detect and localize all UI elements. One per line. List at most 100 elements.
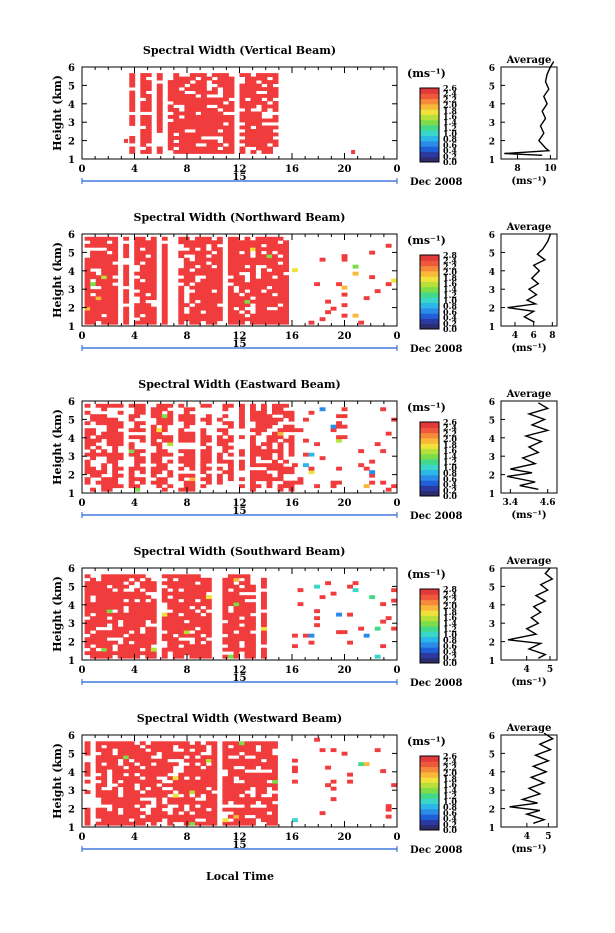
heatmap-cell xyxy=(161,254,168,259)
heatmap-cell xyxy=(288,452,295,457)
heatmap-cell xyxy=(330,480,337,485)
heatmap-cell xyxy=(95,786,102,791)
heatmap-cell xyxy=(352,313,359,318)
heatmap-cell xyxy=(172,637,179,642)
heatmap-cell xyxy=(194,783,201,788)
heatmap-cell xyxy=(222,414,229,419)
heatmap-cell xyxy=(255,254,262,259)
heatmap-cell xyxy=(128,626,135,631)
heatmap-cell xyxy=(183,609,190,614)
heatmap-cell xyxy=(200,285,207,290)
heatmap-cell xyxy=(156,793,163,798)
heatmap-cell xyxy=(106,236,113,241)
heatmap-cell xyxy=(255,278,262,283)
heatmap-cell xyxy=(139,470,146,475)
heatmap-cell xyxy=(223,83,229,88)
heatmap-cell xyxy=(250,487,256,492)
heatmap-cell xyxy=(261,584,267,589)
profile-y-tick-label: 4 xyxy=(489,435,495,445)
heatmap-cell xyxy=(161,428,168,433)
heatmap-cell xyxy=(90,289,96,294)
heatmap-cell xyxy=(139,320,146,325)
heatmap-cell xyxy=(134,459,141,464)
heatmap-cell xyxy=(128,470,135,475)
heatmap-cell xyxy=(90,240,96,245)
heatmap-cell xyxy=(200,122,207,126)
heatmap-cell xyxy=(161,654,168,659)
heatmap-cell xyxy=(261,449,267,454)
heatmap-cell xyxy=(90,431,96,436)
heatmap-cell xyxy=(228,125,235,130)
heatmap-cell xyxy=(227,765,234,770)
heatmap-cell xyxy=(272,417,278,422)
heatmap-cell xyxy=(178,254,185,259)
heatmap-cell xyxy=(227,470,234,475)
heatmap-cell xyxy=(261,595,267,600)
heatmap-cell xyxy=(266,261,273,266)
heatmap-cell xyxy=(161,623,168,628)
heatmap-cell xyxy=(178,285,185,290)
heatmap-cell xyxy=(101,769,108,774)
heatmap-cell xyxy=(211,275,218,280)
heatmap-cell xyxy=(145,605,152,610)
heatmap-cell xyxy=(250,83,257,88)
heatmap-cell xyxy=(272,797,278,802)
heatmap-cell xyxy=(267,136,273,140)
heatmap-cell xyxy=(112,797,119,802)
heatmap-cell xyxy=(211,257,218,262)
heatmap-cell xyxy=(183,602,190,607)
heatmap-cell xyxy=(200,80,207,84)
heatmap-cell xyxy=(95,591,102,596)
heatmap-cell xyxy=(189,136,196,140)
heatmap-cell xyxy=(216,435,223,440)
heatmap-cell xyxy=(189,150,196,154)
heatmap-cell xyxy=(167,616,174,621)
heatmap-cell xyxy=(250,623,256,628)
heatmap-cell xyxy=(200,306,207,311)
heatmap-cell xyxy=(194,807,201,812)
heatmap-cell xyxy=(95,602,102,607)
heatmap-cell xyxy=(217,118,224,123)
heatmap-cell xyxy=(216,417,223,422)
colorbar-tick-label: 1.0 xyxy=(443,797,457,807)
heatmap-cell xyxy=(277,456,284,461)
heatmap-cell xyxy=(95,612,102,617)
heatmap-cell xyxy=(134,591,141,596)
heatmap-cell xyxy=(156,73,163,77)
heatmap-cell xyxy=(128,751,135,756)
heatmap-cell xyxy=(336,612,342,617)
heatmap-cell xyxy=(117,577,124,582)
profile-y-tick-label: 4 xyxy=(489,101,495,111)
heatmap-cell xyxy=(145,136,152,140)
heatmap-cell xyxy=(233,602,240,607)
heatmap-cell xyxy=(233,595,240,600)
heatmap-cells xyxy=(84,737,398,826)
heatmap-cell xyxy=(161,278,168,283)
heatmap-cell xyxy=(145,101,152,105)
heatmap-cell xyxy=(90,637,96,642)
heatmap-cell xyxy=(90,271,96,276)
heatmap-cell xyxy=(205,438,212,443)
heatmap-cell xyxy=(211,818,218,823)
heatmap-cell xyxy=(211,118,218,123)
heatmap-cell xyxy=(194,595,201,600)
heatmap-cell xyxy=(106,654,113,659)
heatmap-cell xyxy=(95,619,102,624)
heatmap-cell xyxy=(205,640,212,645)
heatmap-cell xyxy=(117,744,124,749)
heatmap-cell xyxy=(123,254,130,259)
heatmap-cell xyxy=(90,254,96,259)
heatmap-cell xyxy=(101,403,108,408)
heatmap-cell xyxy=(255,303,262,308)
x-axis-label: Local Time xyxy=(206,870,274,883)
heatmap-cell xyxy=(95,435,102,440)
heatmap-cell xyxy=(145,296,152,301)
heatmap-cell xyxy=(161,289,168,294)
heatmap-cell xyxy=(156,150,163,154)
heatmap-cell xyxy=(112,477,119,482)
heatmap-cell xyxy=(183,431,190,436)
heatmap-cell xyxy=(250,264,256,269)
heatmap-cell xyxy=(277,285,284,290)
heatmap-cell xyxy=(112,428,119,433)
colorbar-swatch xyxy=(420,808,439,815)
